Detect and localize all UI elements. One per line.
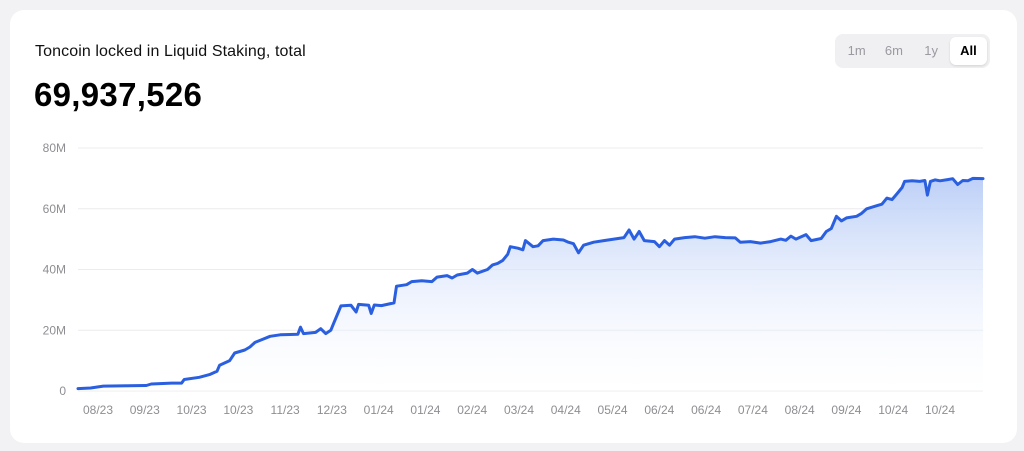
x-tick-label: 06/24: [691, 403, 721, 417]
total-value: 69,937,526: [34, 76, 203, 113]
x-tick-label: 09/23: [130, 403, 160, 417]
x-tick-label: 04/24: [551, 403, 581, 417]
x-tick-label: 10/24: [878, 403, 908, 417]
x-tick-label: 05/24: [598, 403, 628, 417]
x-tick-label: 11/23: [271, 403, 300, 417]
time-range-selector: 1m 6m 1y All: [835, 34, 990, 68]
y-tick-label: 40M: [43, 263, 66, 277]
y-tick-label: 80M: [43, 141, 66, 155]
y-axis: 0 20M 40M 60M 80M: [43, 141, 67, 398]
x-tick-label: 10/24: [925, 403, 955, 417]
series-area-fill: [78, 178, 983, 391]
y-tick-label: 0: [59, 384, 66, 398]
range-1y-button[interactable]: 1y: [924, 43, 938, 58]
x-tick-label: 03/24: [504, 403, 534, 417]
x-tick-label: 01/24: [410, 403, 440, 417]
x-tick-label: 08/23: [83, 403, 113, 417]
x-tick-label: 01/24: [364, 403, 394, 417]
x-tick-label: 09/24: [831, 403, 861, 417]
x-tick-label: 10/23: [223, 403, 253, 417]
y-tick-label: 20M: [43, 323, 66, 337]
x-tick-label: 10/23: [177, 403, 207, 417]
range-1m-button[interactable]: 1m: [847, 43, 866, 58]
range-all-button[interactable]: All: [949, 37, 987, 65]
y-tick-label: 60M: [43, 202, 66, 216]
range-6m-button[interactable]: 6m: [884, 43, 903, 58]
x-tick-label: 02/24: [457, 403, 487, 417]
chart-title: Toncoin locked in Liquid Staking, total: [35, 43, 306, 60]
x-tick-label: 08/24: [785, 403, 815, 417]
x-axis: 08/23 09/23 10/23 10/23 11/23 12/23 01/24 01/24…: [83, 403, 955, 417]
x-tick-label: 07/24: [738, 403, 768, 417]
x-tick-label: 12/23: [317, 403, 347, 417]
series-line: [76, 176, 985, 391]
x-tick-label: 06/24: [644, 403, 674, 417]
